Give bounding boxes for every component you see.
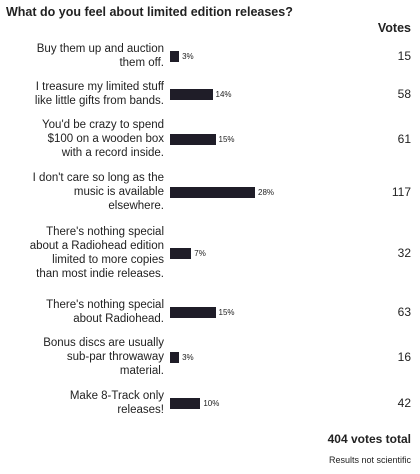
option-label-line: like little gifts from bands.	[34, 95, 164, 107]
option-label-line: releases!	[117, 404, 164, 416]
vote-count: 16	[397, 350, 411, 364]
vote-count: 42	[397, 396, 411, 410]
option-label: I don't care so long as the music is avai…	[4, 171, 164, 213]
percent-label: 28%	[258, 188, 275, 197]
option-label: You'd be crazy to spend $100 on a wooden …	[4, 118, 164, 160]
percent-label: 14%	[215, 90, 232, 99]
result-bar	[170, 307, 216, 318]
percent-label: 15%	[218, 308, 235, 317]
poll-title: What do you feel about limited edition r…	[6, 5, 293, 19]
percent-label: 15%	[218, 135, 235, 144]
option-label-line: limited to more copies	[52, 254, 164, 266]
result-bar	[170, 248, 192, 259]
percent-label: 3%	[182, 52, 194, 61]
result-bar	[170, 51, 180, 62]
option-label: There's nothing special about a Radiohead…	[4, 225, 164, 281]
vote-count: 63	[397, 305, 411, 319]
option-label-line: Bonus discs are usually	[43, 337, 164, 349]
option-label: I treasure my limited stuff like little g…	[4, 80, 164, 108]
option-label-line: material.	[119, 365, 164, 377]
option-label-line: I treasure my limited stuff	[35, 81, 164, 93]
percent-label: 3%	[182, 353, 194, 362]
vote-count: 32	[397, 246, 411, 260]
result-bar	[170, 398, 201, 409]
vote-count: 61	[397, 132, 411, 146]
option-label: Buy them up and auction them off.	[4, 42, 164, 70]
result-bar	[170, 187, 255, 198]
results-disclaimer: Results not scientific	[328, 455, 411, 465]
option-label-line: sub-par throwaway	[66, 351, 164, 363]
option-label-line: There's nothing special	[46, 226, 164, 238]
option-label-line: $100 on a wooden box	[47, 133, 164, 145]
option-label-line: with a record inside.	[61, 147, 164, 159]
percent-label: 7%	[194, 249, 206, 258]
option-label-line: about Radiohead.	[73, 313, 164, 325]
option-label-line: There's nothing special	[46, 299, 164, 311]
option-label: Make 8-Track only releases!	[4, 389, 164, 417]
vote-count: 58	[397, 87, 411, 101]
option-label-line: Buy them up and auction	[36, 43, 164, 55]
option-label-line: elsewhere.	[108, 200, 164, 212]
option-label-line: You'd be crazy to spend	[42, 119, 164, 131]
option-label-line: than most indie releases.	[36, 268, 164, 280]
option-label: Bonus discs are usually sub-par throwaway…	[4, 336, 164, 378]
result-bar	[170, 352, 180, 363]
option-label-line: I don't care so long as the	[32, 172, 164, 184]
option-label-line: music is available	[73, 186, 164, 198]
result-bar	[170, 89, 213, 100]
option-label: There's nothing special about Radiohead.	[4, 298, 164, 326]
percent-label: 10%	[203, 399, 220, 408]
option-label-line: Make 8-Track only	[69, 390, 164, 402]
votes-total: 404 votes total	[327, 432, 411, 446]
votes-column-header: Votes	[377, 21, 411, 35]
vote-count: 15	[397, 49, 411, 63]
result-bar	[170, 134, 216, 145]
option-label-line: about a Radiohead edition	[29, 240, 164, 252]
option-label-line: them off.	[119, 57, 164, 69]
vote-count: 117	[391, 185, 411, 199]
